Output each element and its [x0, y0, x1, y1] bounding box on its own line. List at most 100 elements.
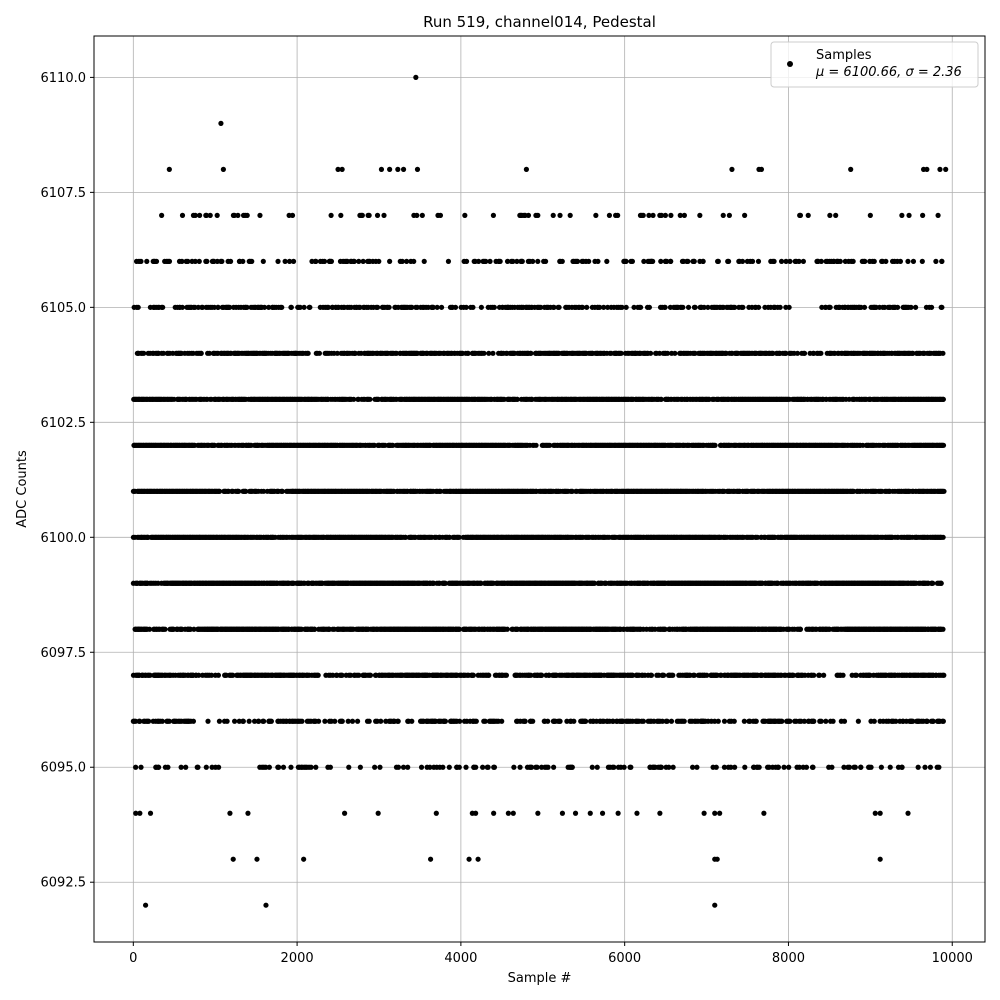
data-point [658, 764, 665, 770]
data-point [480, 764, 486, 770]
data-point [927, 764, 934, 770]
data-point [893, 718, 899, 724]
data-point [195, 764, 201, 770]
data-point [276, 764, 282, 770]
data-point [346, 764, 352, 770]
data-point [156, 764, 162, 770]
data-point [166, 718, 172, 724]
data-point [594, 764, 600, 770]
data-point [670, 672, 676, 678]
data-point [457, 718, 463, 724]
data-point [818, 718, 824, 724]
data-point [499, 718, 505, 724]
data-point [146, 626, 153, 632]
data-point [821, 672, 827, 678]
data-point [491, 764, 498, 770]
data-point [191, 626, 197, 632]
data-point [661, 672, 667, 678]
data-point [418, 764, 425, 770]
data-point [133, 764, 139, 770]
data-point [395, 764, 402, 770]
data-point [741, 718, 747, 724]
data-point [216, 764, 222, 770]
data-point [332, 718, 338, 724]
data-point [224, 718, 230, 724]
data-point [522, 718, 528, 724]
data-point [721, 718, 728, 724]
data-point [485, 764, 491, 770]
data-point [517, 764, 523, 770]
data-point [753, 718, 759, 724]
data-point [178, 764, 184, 770]
data-point [339, 718, 345, 724]
data-point [728, 764, 734, 770]
data-point [251, 718, 258, 724]
data-point [887, 764, 893, 770]
data-point [367, 672, 374, 678]
data-point [648, 672, 655, 678]
data-point [690, 764, 696, 770]
data-point [240, 718, 246, 724]
data-point [841, 718, 848, 724]
data-point [621, 764, 627, 770]
data-point [395, 718, 401, 724]
data-point [810, 764, 816, 770]
data-point [159, 718, 165, 724]
data-point [165, 764, 171, 770]
data-point [372, 764, 378, 770]
data-point [940, 534, 946, 540]
data-point [147, 672, 153, 678]
data-point [775, 764, 782, 770]
data-point [829, 764, 835, 770]
data-point [868, 764, 874, 770]
data-point [922, 764, 928, 770]
data-point [871, 718, 877, 724]
data-point [473, 718, 479, 724]
data-point [349, 718, 356, 724]
data-point [846, 764, 853, 770]
data-point [803, 764, 810, 770]
data-point [539, 672, 545, 678]
data-point [354, 718, 361, 724]
data-point [236, 718, 242, 724]
data-point [203, 764, 209, 770]
data-point [378, 718, 384, 724]
data-point [280, 764, 287, 770]
data-point [840, 672, 846, 678]
data-point [731, 718, 737, 724]
data-point [816, 672, 823, 678]
data-point [779, 718, 785, 724]
data-point [366, 718, 372, 724]
data-point [486, 672, 492, 678]
data-point [841, 764, 847, 770]
data-point [787, 718, 793, 724]
data-point [405, 764, 411, 770]
data-point [781, 764, 787, 770]
data-points [130, 74, 949, 908]
data-point [374, 718, 380, 724]
data-point [640, 718, 647, 724]
data-point [313, 764, 319, 770]
data-point [268, 718, 274, 724]
data-point [732, 764, 738, 770]
data-point [205, 718, 211, 724]
data-point [456, 764, 462, 770]
data-point [534, 764, 540, 770]
data-point [503, 672, 510, 678]
data-point [796, 764, 802, 770]
data-point [357, 764, 363, 770]
data-point [196, 672, 202, 678]
data-point [190, 718, 197, 724]
data-point [940, 626, 946, 632]
data-point [936, 764, 942, 770]
data-point [473, 764, 479, 770]
data-point [463, 764, 469, 770]
data-point [930, 718, 936, 724]
data-point [339, 672, 345, 678]
data-point [315, 672, 321, 678]
data-point [409, 718, 415, 724]
data-point [681, 718, 687, 724]
data-point [713, 764, 719, 770]
data-point [162, 626, 168, 632]
